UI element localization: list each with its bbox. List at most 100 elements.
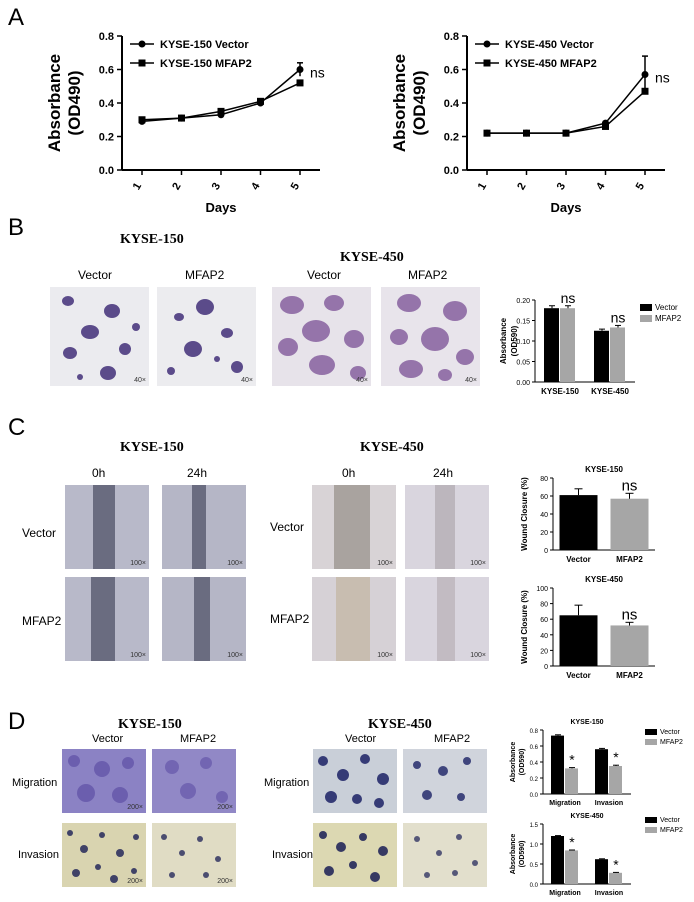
y-tick-label: 0.4	[444, 98, 460, 110]
data-point	[138, 116, 146, 124]
transwell-image-kyse450-migration-vector	[313, 749, 397, 813]
series-line	[487, 90, 646, 134]
series-line	[487, 74, 646, 134]
transwell-image-kyse450-invasion-vector	[313, 823, 397, 887]
y-tick-label: 0.05	[516, 360, 530, 367]
data-point	[257, 97, 264, 105]
significance-star: *	[569, 752, 575, 768]
y-tick-label: 0.4	[530, 761, 539, 767]
magnification-label: 40×	[465, 377, 477, 384]
wound-image-kyse150-vector-24h: 100×	[162, 485, 246, 569]
transwell-image-kyse450-invasion-mfap2	[403, 823, 487, 887]
y-axis-label: (OD590)	[519, 749, 526, 776]
y-tick-label: 0.8	[530, 729, 539, 735]
x-tick-label: 2	[170, 181, 183, 192]
x-tick-label: 2	[515, 181, 528, 192]
label-mfap2: MFAP2	[270, 612, 310, 626]
y-tick-label: 1.5	[530, 823, 539, 829]
panel-letter-a: A	[8, 4, 25, 31]
y-tick-label: 1.0	[530, 843, 539, 849]
magnification-label: 200×	[127, 878, 143, 885]
bar-chart-wound-kyse450: 0 20 40 60 80 100 KYSE-450 Wound Closure (%) Vec…	[520, 575, 655, 680]
legend-swatch	[640, 315, 652, 322]
transwell-image-kyse450-migration-mfap2	[403, 749, 487, 813]
bar	[610, 498, 649, 550]
y-axis-label: (OD590)	[519, 841, 526, 868]
bar	[609, 872, 622, 884]
bar	[560, 308, 575, 382]
legend-marker	[138, 59, 146, 67]
y-axis-label: Absorbance	[390, 54, 409, 152]
colony-image-kyse450-vector: 40×	[272, 287, 371, 386]
data-point	[296, 79, 304, 87]
bar-chart-colony: 0.00 0.05 0.10 0.15 0.20 Absorbance KYSE-150 ns…	[499, 290, 682, 396]
chart-title: KYSE-150	[585, 465, 623, 474]
y-axis-label: Absorbance	[499, 317, 508, 364]
legend-label: MFAP2	[660, 827, 683, 834]
significance-star: *	[613, 749, 619, 765]
legend-swatch	[640, 304, 652, 311]
colony-image-kyse150-vector: 40×	[50, 287, 149, 386]
bar	[610, 327, 625, 382]
bar	[559, 495, 598, 550]
y-tick-label: 0.2	[530, 777, 539, 783]
x-tick-label: 1	[476, 181, 489, 192]
legend-label: KYSE-450 Vector	[505, 39, 594, 51]
label-vector: Vector	[307, 268, 342, 282]
panel-letter-b: B	[8, 214, 25, 241]
label-vector: Vector	[92, 733, 124, 745]
legend-marker	[483, 59, 491, 67]
wound-image-kyse150-vector-0h: 100×	[65, 485, 149, 569]
panel-letter-d: D	[8, 708, 26, 735]
chart-title: KYSE-150	[570, 719, 603, 726]
legend-label: KYSE-150 Vector	[160, 39, 249, 51]
data-point	[217, 107, 225, 115]
transwell-image-kyse150-invasion-vector: 200×	[62, 823, 146, 887]
magnification-label: 200×	[127, 804, 143, 811]
chart-title: KYSE-450	[570, 813, 603, 820]
y-tick-label: 0.0	[530, 793, 539, 799]
y-axis-label: Wound Closure (%)	[520, 590, 529, 664]
bar-chart-wound-kyse150: 0 20 40 60 80 KYSE-150 Wound Closure (%) Vector…	[520, 465, 655, 564]
magnification-label: 200×	[217, 804, 233, 811]
label-mfap2: MFAP2	[22, 614, 62, 628]
y-axis-label: Absorbance	[510, 834, 517, 875]
x-tick-label: Migration	[549, 890, 581, 897]
y-tick-label: 0.0	[444, 165, 459, 177]
x-tick-label: 5	[289, 181, 302, 192]
legend-label: Vector	[660, 729, 681, 736]
y-tick-label: 80	[540, 476, 548, 483]
data-point	[178, 114, 185, 122]
label-24h: 24h	[433, 466, 454, 480]
x-tick-label: MFAP2	[616, 555, 643, 564]
magnification-label: 40×	[134, 377, 146, 384]
label-migration: Migration	[12, 777, 58, 789]
legend-label: MFAP2	[660, 739, 683, 746]
wound-image-kyse450-vector-0h: 100×	[312, 485, 396, 569]
legend-swatch	[645, 817, 657, 823]
label-0h: 0h	[92, 466, 106, 480]
ns-label: ns	[611, 309, 626, 325]
y-tick-label: 40	[540, 512, 548, 519]
bar-chart-transwell-kyse150: 0.0 0.2 0.4 0.6 0.8 KYSE-150 Absorbance (OD590)…	[510, 719, 683, 807]
title-kyse150: KYSE-150	[118, 717, 182, 732]
bar	[565, 850, 578, 884]
y-tick-label: 0.0	[530, 883, 539, 889]
transwell-image-kyse150-migration-vector: 200×	[62, 749, 146, 813]
x-tick-label: 3	[210, 181, 223, 192]
label-vector: Vector	[22, 526, 57, 540]
x-tick-label: 1	[131, 181, 144, 192]
wound-image-kyse150-mfap2-24h: 100×	[162, 577, 246, 661]
magnification-label: 100×	[377, 652, 393, 659]
y-tick-label: 0.10	[516, 339, 530, 346]
label-invasion: Invasion	[272, 849, 313, 861]
title-kyse450: KYSE-450	[368, 717, 432, 732]
magnification-label: 100×	[470, 652, 486, 659]
ns-label: ns	[655, 70, 670, 86]
y-axis-label: (OD490)	[410, 70, 429, 135]
label-mfap2: MFAP2	[180, 733, 217, 745]
ns-label: ns	[310, 65, 325, 81]
bar	[609, 766, 622, 794]
legend-label: KYSE-150 MFAP2	[160, 58, 252, 70]
bar	[559, 615, 598, 666]
